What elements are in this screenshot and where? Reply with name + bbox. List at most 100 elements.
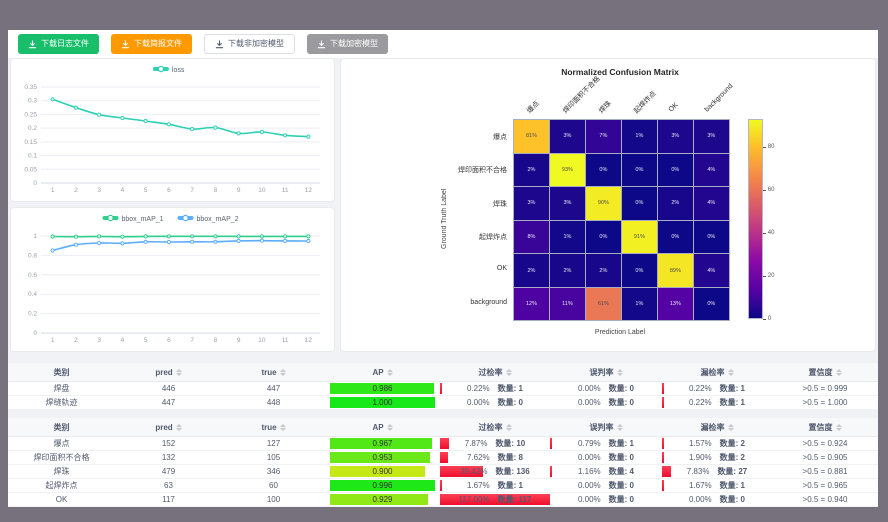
column-header[interactable]: true [222,363,325,381]
column-header[interactable]: AP [325,363,440,381]
column-header: 类别 [8,363,115,381]
mis-rate-text: 0.00% 数量: 0 [578,397,634,408]
mis-rate-cell: 0.00% 数量: 0 [550,396,662,409]
legend-label[interactable]: bbox_mAP_1 [122,216,164,223]
button-label: 下载简报文件 [134,39,182,48]
legend-label[interactable]: bbox_mAP_2 [197,216,239,223]
sort-caret-icon[interactable] [616,368,623,376]
column-header-label: 漏检率 [700,422,725,432]
colorbar-tick [762,147,766,148]
sort-caret-icon[interactable] [835,368,842,376]
data-point [259,129,264,135]
over-rate-cell: 0.00% 数量: 0 [440,396,550,409]
sort-caret-icon[interactable] [727,368,734,376]
heatmap-cell: 0% [621,254,657,287]
pred-count-cell: 132 [161,453,176,462]
download-encrypted-model-button[interactable]: 下载加密模型 [307,34,388,54]
column-label: 爆点 [525,100,541,115]
rate-quantity: 数量: 136 [495,467,530,476]
column-header[interactable]: 漏检率 [662,418,772,436]
column-header[interactable]: 置信度 [772,418,878,436]
toolbar: 下载日志文件 下载简报文件 下载非加密模型 下载加密模型 [8,30,878,58]
confidence-cell: >0.5 = 0.881 [802,467,848,476]
column-header[interactable]: 漏检率 [662,363,772,381]
column-header[interactable]: 误判率 [550,418,662,436]
data-point [143,234,148,239]
x-tick-label: 2 [74,337,78,344]
heatmap-cell: 0% [585,153,621,187]
column-header[interactable]: 过检率 [440,363,550,381]
x-tick-label: 6 [167,337,171,344]
sort-caret-icon[interactable] [175,368,182,376]
heatmap-cell: 2% [657,187,693,220]
rate-quantity: 数量: 0 [608,453,635,462]
x-tick-label: 10 [258,337,266,344]
ap-cell: 0.953 [325,451,440,464]
miss-rate-cell: 7.83% 数量: 27 [662,465,772,478]
heatmap-cell: 0% [657,220,693,254]
sort-caret-icon[interactable] [616,423,623,431]
ap-value: 0.953 [372,453,393,462]
true-count-cell: 127 [266,439,281,448]
miss-rate-bar [662,466,671,477]
ap-value: 1.000 [372,398,393,407]
data-point [213,234,218,239]
x-tick-label: 5 [144,187,148,194]
rate-percent: 1.57% [688,439,712,448]
ap-bar [330,452,431,463]
true-count-cell: 447 [266,384,281,393]
sort-caret-icon[interactable] [505,368,512,376]
over-rate-text: 0.22% 数量: 1 [467,383,523,394]
column-header-label: true [261,422,277,432]
mis-rate-bar [550,438,552,449]
miss-rate-cell: 0.00% 数量: 0 [662,493,772,506]
column-header[interactable]: 误判率 [550,363,662,381]
column-header-label: 置信度 [808,367,833,377]
download-log-button[interactable]: 下载日志文件 [18,34,99,54]
x-tick-label: 4 [121,187,125,194]
column-header[interactable]: AP [325,418,440,436]
heatmap-cell: 3% [514,187,549,220]
ap-value: 0.900 [372,467,393,476]
miss-rate-text: 1.90% 数量: 2 [689,452,745,463]
sort-caret-icon[interactable] [505,423,512,431]
download-unencrypted-model-button[interactable]: 下载非加密模型 [204,34,295,54]
rate-percent: 117.00% [458,495,490,504]
class-name-cell: 爆点 [53,439,70,448]
pred-count-cell: 446 [161,384,176,393]
legend-marker-dot [107,214,114,222]
button-label: 下载日志文件 [41,39,89,48]
data-point [50,97,55,102]
rate-quantity: 数量: 1 [719,398,746,407]
metrics-tables: 类别 pred true AP 过检率 误判率 漏检率 置信度 焊盘 446 447 0.986 0.2… [8,363,878,515]
row-label: background [470,298,507,306]
colorbar-tick-label: 60 [767,187,775,194]
sort-caret-icon[interactable] [835,423,842,431]
sort-caret-icon[interactable] [727,423,734,431]
legend-label[interactable]: loss [172,67,185,74]
column-header[interactable]: 过检率 [440,418,550,436]
y-tick-label: 0.1 [28,153,37,160]
column-header-label: 置信度 [808,422,833,432]
rate-quantity: 数量: 1 [497,481,524,490]
data-point [120,241,125,246]
column-header-label: pred [155,367,173,377]
column-header[interactable]: pred [115,363,222,381]
download-report-button[interactable]: 下载简报文件 [111,34,192,54]
ap-cell: 0.900 [325,465,440,478]
sort-caret-icon[interactable] [279,423,286,431]
data-point [283,234,288,239]
sort-caret-icon[interactable] [386,423,393,431]
sort-caret-icon[interactable] [175,423,182,431]
heatmap-cell: 61% [585,287,621,321]
x-tick-label: 9 [237,337,241,344]
x-tick-label: 9 [237,187,241,194]
sort-caret-icon[interactable] [279,368,286,376]
column-header-label: 过检率 [478,367,503,377]
column-header[interactable]: pred [115,418,222,436]
miss-rate-text: 1.67% 数量: 1 [689,480,745,491]
sort-caret-icon[interactable] [386,368,393,376]
column-header[interactable]: 置信度 [772,363,878,381]
column-header[interactable]: true [222,418,325,436]
colorbar-tick [762,319,766,321]
